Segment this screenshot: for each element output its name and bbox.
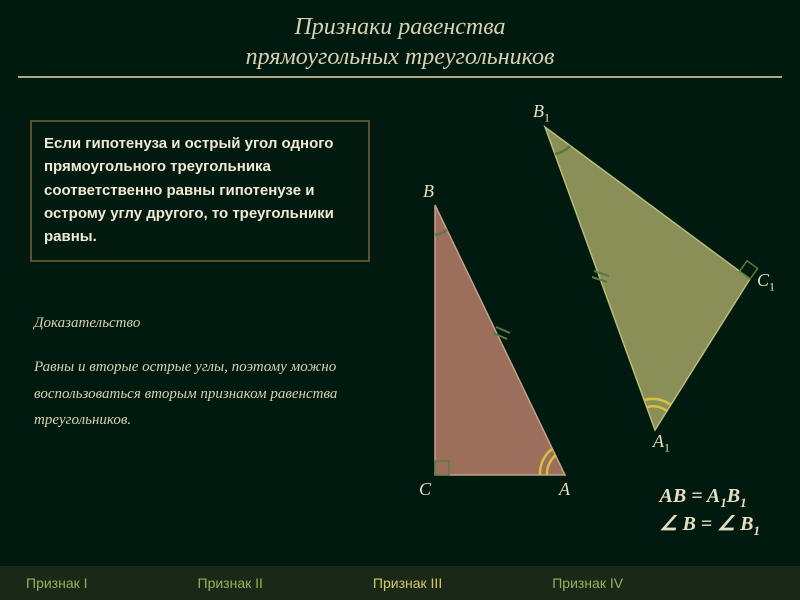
title-line-1: Признаки равенства bbox=[0, 12, 800, 42]
title-line-2: прямоугольных треугольников bbox=[0, 42, 800, 72]
geometry-diagram: A B C A1 B1 C1 bbox=[395, 95, 795, 500]
label-B1: B1 bbox=[533, 101, 550, 126]
proof-text: Равны и вторые острые углы, поэтому можн… bbox=[34, 354, 374, 433]
triangle-2 bbox=[545, 127, 750, 430]
triangles-svg bbox=[395, 95, 795, 500]
theorem-text: Если гипотенуза и острый угол одного пря… bbox=[44, 135, 334, 245]
nav-item-1[interactable]: Признак I bbox=[26, 575, 88, 591]
triangle-1 bbox=[435, 205, 565, 475]
nav-bar: Признак I Признак II Признак III Признак… bbox=[0, 566, 800, 600]
proof-block: Доказательство Равны и вторые острые угл… bbox=[34, 310, 374, 433]
equations: AB = A1B1 ∠ B = ∠ B1 bbox=[660, 483, 760, 540]
nav-item-4[interactable]: Признак IV bbox=[552, 575, 623, 591]
proof-heading: Доказательство bbox=[34, 310, 374, 336]
equation-1: AB = A1B1 bbox=[660, 483, 760, 512]
title-underline bbox=[18, 76, 782, 78]
nav-item-3[interactable]: Признак III bbox=[373, 575, 442, 591]
equation-2: ∠ B = ∠ B1 bbox=[660, 511, 760, 540]
theorem-box: Если гипотенуза и острый угол одного пря… bbox=[30, 120, 370, 262]
nav-item-2[interactable]: Признак II bbox=[198, 575, 263, 591]
label-C: C bbox=[419, 479, 431, 500]
label-B: B bbox=[423, 181, 434, 202]
page-title: Признаки равенства прямоугольных треугол… bbox=[0, 0, 800, 72]
label-A: A bbox=[559, 479, 570, 500]
tick-hyp-1b bbox=[496, 327, 510, 333]
label-A1: A1 bbox=[653, 431, 670, 456]
label-C1: C1 bbox=[757, 270, 775, 295]
